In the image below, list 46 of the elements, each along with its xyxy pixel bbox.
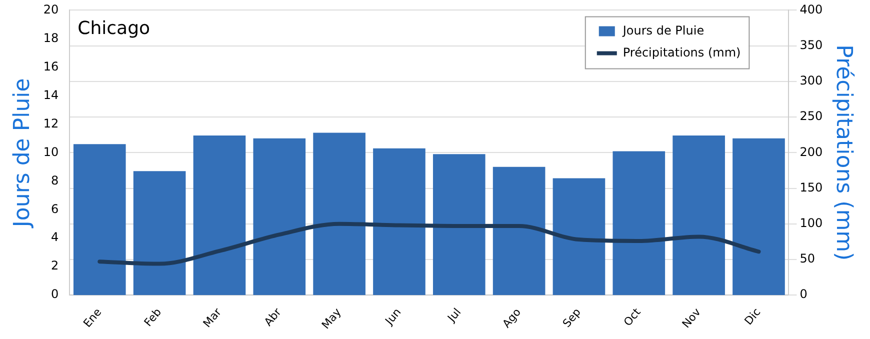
legend-label: Jours de Pluie bbox=[622, 23, 704, 38]
y-tick-label: 16 bbox=[43, 59, 59, 74]
y2-tick-label: 400 bbox=[800, 2, 823, 16]
bar bbox=[612, 151, 666, 296]
y-tick-label: 12 bbox=[43, 116, 59, 130]
bar bbox=[432, 154, 486, 296]
y-tick-label: 18 bbox=[43, 30, 59, 45]
y-axis-title: Jours de Pluie bbox=[10, 78, 35, 230]
y2-tick-label: 100 bbox=[800, 216, 823, 230]
bar bbox=[193, 136, 246, 296]
y2-tick-label: 0 bbox=[800, 287, 808, 302]
y-tick-label: 20 bbox=[43, 2, 59, 16]
legend-label: Précipitations (mm) bbox=[622, 45, 741, 60]
y2-tick-label: 200 bbox=[800, 144, 823, 159]
line-series bbox=[98, 222, 761, 266]
y-tick-label: 2 bbox=[51, 258, 59, 273]
text: Chicago bbox=[78, 18, 150, 39]
x-tick-label: Dic bbox=[742, 306, 764, 328]
bar bbox=[552, 178, 606, 296]
y2-tick-label: 350 bbox=[800, 38, 823, 52]
x-tick-label: Jun bbox=[382, 306, 404, 328]
x-tick-label: Oct bbox=[621, 305, 644, 329]
y2-tick-label: 300 bbox=[800, 74, 823, 88]
bar bbox=[492, 166, 546, 296]
y-tick-label: 10 bbox=[43, 144, 59, 159]
y2-tick-label: 50 bbox=[800, 252, 815, 266]
x-tick-label: Ene bbox=[80, 306, 104, 330]
y2-tick-label: 150 bbox=[800, 180, 823, 194]
bar bbox=[133, 171, 186, 296]
x-tick-label: Jul bbox=[444, 306, 464, 326]
y-tick-label: 6 bbox=[51, 202, 59, 216]
y-tick-label: 4 bbox=[51, 230, 59, 244]
bar bbox=[672, 136, 725, 296]
x-tick-label: Sep bbox=[560, 306, 584, 330]
x-tick-label: Feb bbox=[142, 306, 164, 330]
y-tick-label: 0 bbox=[51, 287, 59, 302]
bar bbox=[732, 138, 785, 296]
bar bbox=[253, 138, 306, 296]
x-tick-label: Abr bbox=[262, 305, 284, 329]
y2-tick-label: 250 bbox=[800, 109, 823, 124]
y-tick-label: 14 bbox=[43, 88, 59, 102]
y-tick-label: 8 bbox=[51, 173, 59, 188]
bar bbox=[313, 132, 366, 296]
bar bbox=[373, 148, 426, 296]
bar bbox=[73, 144, 126, 296]
y2-axis-title: Précipitations (mm) bbox=[831, 44, 856, 261]
